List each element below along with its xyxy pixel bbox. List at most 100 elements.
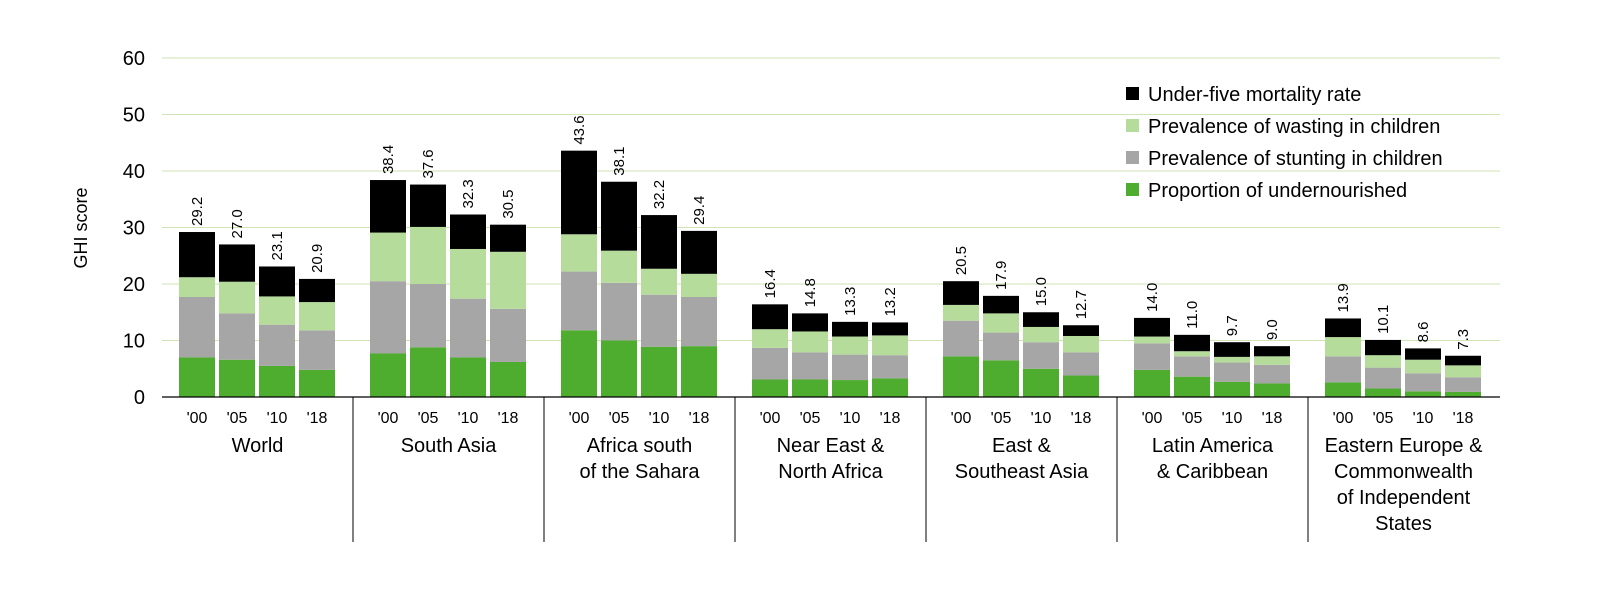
bar-segment — [450, 298, 486, 358]
legend-label: Prevalence of wasting in children — [1148, 116, 1440, 138]
bar-total-label: 23.1 — [269, 231, 286, 260]
bar-segment — [561, 330, 597, 397]
bar-total-label: 32.3 — [460, 179, 477, 208]
bar-segment — [1325, 337, 1361, 357]
bar-segment — [179, 296, 215, 358]
y-tick-label: 20 — [123, 274, 145, 296]
bar-total-label: 27.0 — [229, 209, 246, 238]
bar-segment — [1365, 367, 1401, 389]
bar-segment — [832, 336, 868, 355]
bar-segment — [872, 322, 908, 336]
x-tick-label: '05 — [1373, 410, 1394, 427]
x-tick-label: '00 — [1333, 410, 1354, 427]
bar-segment — [601, 340, 637, 397]
bar-segment — [450, 357, 486, 397]
region-label: East & — [992, 435, 1052, 457]
y-tick-label: 10 — [123, 331, 145, 353]
bar-segment — [410, 347, 446, 397]
bar-segment — [1174, 376, 1210, 397]
bar-segment — [752, 347, 788, 380]
bar-segment — [490, 361, 526, 397]
region-label: Southeast Asia — [955, 461, 1089, 483]
region-label: Eastern Europe & — [1325, 435, 1484, 457]
bar-segment — [601, 181, 637, 251]
x-tick-label: '10 — [267, 410, 288, 427]
bar-segment — [1254, 383, 1290, 397]
bar-total-label: 13.9 — [1335, 283, 1352, 312]
bar-segment — [1405, 348, 1441, 360]
bar-segment — [410, 184, 446, 227]
x-tick-label: '18 — [689, 410, 710, 427]
bar-total-label: 13.2 — [882, 287, 899, 316]
legend-swatch — [1126, 87, 1139, 100]
bar-segment — [1063, 335, 1099, 353]
x-tick-label: '00 — [187, 410, 208, 427]
x-tick-label: '05 — [418, 410, 439, 427]
y-tick-label: 50 — [123, 105, 145, 127]
bar-segment — [752, 304, 788, 330]
bar-segment — [561, 234, 597, 272]
bar-segment — [792, 352, 828, 380]
bar-segment — [561, 150, 597, 235]
x-tick-label: '05 — [227, 410, 248, 427]
bar-segment — [752, 329, 788, 348]
bar-segment — [179, 357, 215, 397]
x-tick-label: '00 — [1142, 410, 1163, 427]
bar-total-label: 30.5 — [500, 189, 517, 218]
bar-segment — [1325, 382, 1361, 397]
bar-segment — [490, 308, 526, 362]
bar-segment — [681, 296, 717, 347]
bar-segment — [1405, 359, 1441, 374]
bar-segment — [450, 248, 486, 299]
region-label: South Asia — [401, 435, 498, 457]
bar-segment — [943, 356, 979, 397]
bar-segment — [370, 180, 406, 233]
bar-segment — [1445, 365, 1481, 378]
bar-segment — [1325, 318, 1361, 338]
bar-segment — [1174, 351, 1210, 357]
bar-segment — [1254, 356, 1290, 365]
x-tick-label: '05 — [991, 410, 1012, 427]
x-tick-label: '10 — [1222, 410, 1243, 427]
bar-total-label: 20.5 — [953, 246, 970, 275]
bar-segment — [1174, 356, 1210, 377]
bar-total-label: 10.1 — [1375, 305, 1392, 334]
bar-total-label: 8.6 — [1415, 322, 1432, 343]
bar-total-label: 38.1 — [611, 147, 628, 176]
bar-segment — [1063, 325, 1099, 336]
bar-total-label: 14.0 — [1144, 283, 1161, 312]
bar-segment — [490, 251, 526, 309]
bar-segment — [1023, 342, 1059, 369]
bar-total-label: 14.8 — [802, 278, 819, 307]
bar-segment — [1445, 355, 1481, 366]
bar-segment — [490, 224, 526, 252]
region-label: States — [1375, 513, 1432, 535]
bar-total-label: 32.2 — [651, 180, 668, 209]
x-tick-label: '00 — [760, 410, 781, 427]
bar-segment — [259, 365, 295, 397]
bar-segment — [299, 369, 335, 397]
bar-segment — [1214, 381, 1250, 397]
legend-swatch — [1126, 119, 1139, 132]
bar-segment — [983, 332, 1019, 361]
legend-label: Proportion of undernourished — [1148, 180, 1407, 202]
legend-swatch — [1126, 151, 1139, 164]
bar-segment — [1365, 388, 1401, 397]
bar-segment — [641, 268, 677, 295]
bar-segment — [752, 379, 788, 397]
bar-total-label: 9.0 — [1264, 319, 1281, 340]
bar-total-label: 37.6 — [420, 149, 437, 178]
y-tick-label: 60 — [123, 48, 145, 70]
bar-segment — [983, 295, 1019, 314]
region-label: World — [232, 435, 284, 457]
x-tick-label: '18 — [307, 410, 328, 427]
x-tick-label: '18 — [1071, 410, 1092, 427]
bar-segment — [410, 284, 446, 348]
bar-segment — [219, 281, 255, 314]
bar-total-label: 17.9 — [993, 261, 1010, 290]
region-label: North Africa — [778, 461, 883, 483]
y-tick-label: 40 — [123, 161, 145, 183]
bar-segment — [259, 296, 295, 325]
